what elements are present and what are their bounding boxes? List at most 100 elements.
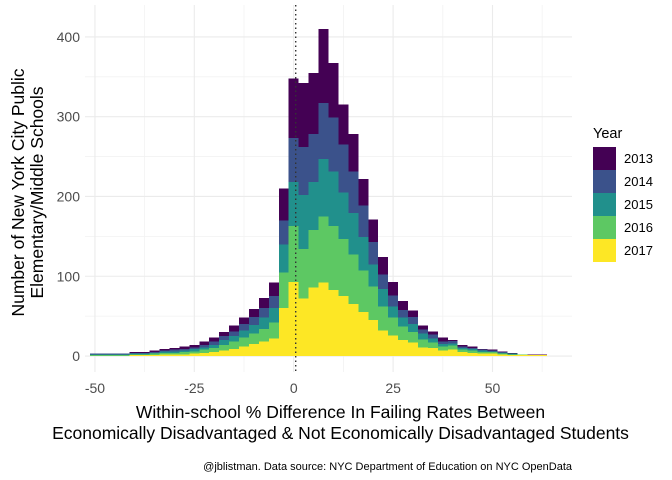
bar-segment-2017 [348, 304, 359, 357]
bar-segment-2013 [189, 344, 200, 348]
bar-segment-2017 [457, 352, 468, 357]
bar-segment-2016 [358, 270, 369, 313]
legend-swatch-2013 [593, 147, 616, 170]
bar-segment-2013 [487, 349, 498, 351]
bar-segment-2013 [348, 134, 359, 172]
bar-segment-2016 [219, 344, 230, 351]
bar-segment-2013 [417, 325, 428, 330]
bar-segment-2015 [437, 344, 448, 347]
legend-swatch-2017 [593, 239, 616, 262]
bar-segment-2016 [298, 249, 309, 299]
bar-segment-2016 [507, 354, 518, 356]
y-tick-label: 300 [57, 109, 81, 125]
bar-segment-2016 [278, 272, 289, 309]
bar-segment-2016 [109, 355, 120, 357]
legend-label: 2017 [624, 243, 653, 258]
bar-segment-2014 [199, 344, 210, 348]
bar-segment-2014 [239, 324, 249, 331]
bar-segment-2015 [318, 158, 329, 217]
bar-segment-2017 [427, 348, 438, 357]
bar-segment-2015 [338, 192, 349, 239]
bar-segment-2013 [398, 300, 409, 310]
bar-segment-2016 [398, 326, 409, 341]
bar-segment-2013 [219, 332, 230, 337]
bar-segment-2017 [189, 353, 200, 357]
bar-segment-2015 [408, 324, 418, 333]
bar-segment-2015 [219, 340, 230, 345]
legend-label: 2015 [624, 197, 653, 212]
x-tick-label: 25 [385, 380, 401, 396]
bar-segment-2016 [417, 339, 428, 348]
bar-segment-2013 [447, 340, 458, 341]
bar-segment-2016 [119, 355, 130, 357]
bar-segment-2015 [308, 182, 319, 230]
bar-segment-2014 [457, 346, 468, 349]
x-tick-label: -25 [184, 380, 204, 396]
bar-segment-2013 [258, 297, 269, 309]
bar-segment-2013 [497, 351, 508, 353]
bar-segment-2015 [268, 308, 279, 323]
bar-segment-2015 [258, 317, 269, 329]
bar-segment-2015 [139, 353, 150, 355]
bar-segment-2016 [328, 225, 339, 290]
bar-segment-2017 [139, 355, 150, 357]
bar-segment-2013 [159, 348, 170, 351]
bar-segment-2016 [318, 216, 329, 283]
bar-segment-2013 [179, 346, 190, 349]
bar-segment-2015 [417, 333, 428, 340]
bars [89, 28, 548, 357]
bar-segment-2014 [278, 220, 289, 245]
bar-segment-2014 [179, 348, 190, 351]
bar-segment-2016 [437, 346, 448, 351]
bar-segment-2015 [99, 354, 110, 356]
bar-segment-2017 [179, 354, 190, 357]
legend-label: 2013 [624, 151, 653, 166]
bar-segment-2014 [338, 144, 349, 193]
bar-segment-2014 [477, 349, 488, 351]
bar-segment-2014 [308, 134, 319, 183]
bar-segment-2013 [437, 337, 448, 342]
bar-segment-2016 [239, 337, 249, 347]
x-tick-label: -50 [85, 380, 105, 396]
bar-segment-2015 [278, 244, 289, 273]
legend-title: Year [593, 126, 622, 142]
bar-segment-2014 [447, 340, 458, 344]
bar-segment-2015 [507, 353, 518, 355]
bar-segment-2015 [497, 352, 508, 354]
bar-segment-2016 [517, 354, 528, 356]
bar-segment-2013 [378, 257, 389, 275]
bar-segment-2014 [99, 353, 110, 355]
legend-swatch-2015 [593, 193, 616, 216]
bar-segment-2017 [388, 335, 399, 357]
bar-segment-2016 [288, 225, 299, 282]
bar-segment-2015 [427, 338, 438, 343]
bar-segment-2017 [398, 340, 409, 357]
bar-segment-2014 [149, 352, 160, 353]
bar-segment-2014 [139, 352, 150, 354]
bar-segment-2017 [258, 341, 269, 357]
bar-segment-2016 [408, 332, 418, 343]
bar-segment-2013 [467, 346, 478, 349]
bar-segment-2017 [169, 354, 180, 357]
bar-segment-2016 [447, 345, 458, 350]
bar-segment-2016 [129, 354, 140, 356]
bar-segment-2013 [268, 282, 279, 297]
bar-segment-2015 [129, 353, 140, 355]
bar-segment-2017 [229, 348, 240, 357]
bar-segment-2013 [239, 317, 249, 325]
bar-segment-2014 [109, 353, 120, 355]
bar-segment-2017 [408, 342, 418, 357]
bar-segment-2014 [398, 309, 409, 318]
bar-segment-2016 [258, 328, 269, 342]
bar-segment-2016 [348, 254, 359, 305]
bar-segment-2014 [348, 171, 359, 214]
bar-segment-2015 [179, 350, 190, 353]
bar-segment-2015 [199, 347, 210, 350]
bar-segment-2015 [248, 324, 259, 334]
bar-segment-2016 [338, 238, 349, 297]
bar-segment-2017 [129, 355, 140, 357]
x-ticks: -50 -25 0 25 50 [85, 380, 501, 396]
bar-segment-2015 [447, 343, 458, 346]
bar-segment-2014 [248, 316, 259, 325]
